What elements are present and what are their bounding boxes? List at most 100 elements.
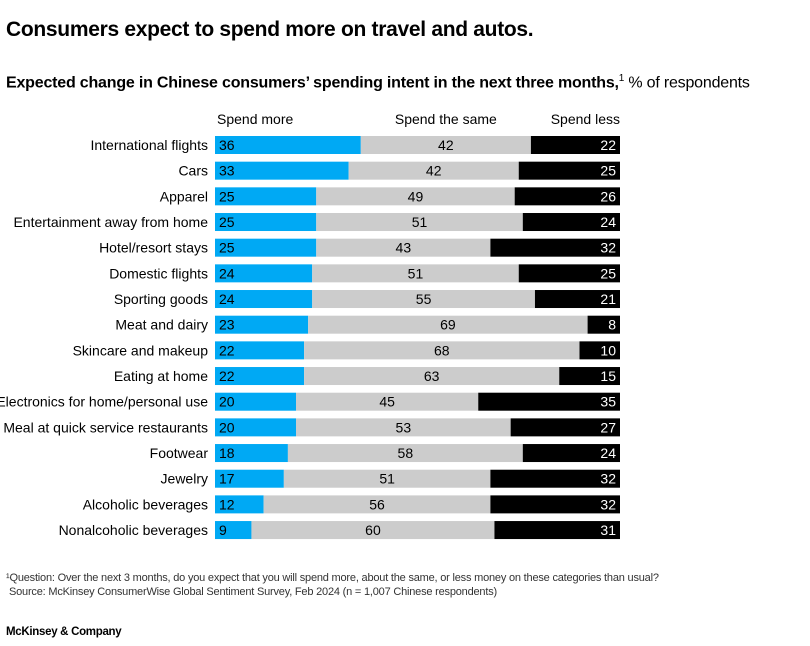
- data-label: 58: [398, 445, 414, 461]
- data-label: 10: [600, 342, 616, 358]
- bar-spend-less: [510, 418, 620, 437]
- data-label: 35: [600, 394, 616, 410]
- bar-spend-more: [215, 264, 313, 283]
- bar-spend-the-same: [312, 264, 519, 283]
- bar-spend-less: [478, 392, 620, 411]
- data-label: 24: [219, 265, 235, 281]
- data-label: 51: [408, 265, 424, 281]
- subtitle-main: Expected change in Chinese consumers’ sp…: [6, 74, 619, 92]
- data-label: 25: [219, 188, 235, 204]
- bar-spend-the-same: [287, 444, 523, 463]
- category-label: Meal at quick service restaurants: [3, 419, 208, 435]
- bar-spend-more: [215, 213, 317, 232]
- data-label: 60: [365, 522, 381, 538]
- category-label: Meat and dairy: [115, 317, 208, 333]
- data-label: 45: [379, 394, 395, 410]
- footnote-mark: 1: [618, 73, 625, 84]
- category-label: Nonalcoholic beverages: [59, 522, 208, 538]
- subtitle-unit: % of respondents: [624, 74, 750, 92]
- data-label: 22: [219, 368, 235, 384]
- bar-spend-more: [215, 521, 252, 540]
- bar-spend-the-same: [316, 238, 491, 257]
- data-label: 51: [412, 214, 428, 230]
- chart-title: Consumers expect to spend more on travel…: [6, 18, 534, 41]
- bar-spend-less: [534, 290, 620, 309]
- data-label: 22: [219, 342, 235, 358]
- data-label: 31: [600, 522, 616, 538]
- bar-spend-more: [215, 469, 284, 488]
- data-label: 24: [600, 445, 616, 461]
- bar-spend-less: [494, 521, 620, 540]
- category-label: Jewelry: [161, 471, 208, 487]
- bar-spend-more: [215, 290, 313, 309]
- data-label: 63: [424, 368, 440, 384]
- category-label: Footwear: [150, 445, 209, 461]
- legend-spend-less: Spend less: [551, 111, 620, 127]
- category-label: Eating at home: [114, 368, 208, 384]
- data-label: 32: [600, 240, 616, 256]
- bar-spend-the-same: [360, 136, 531, 154]
- legend-spend-the-same: Spend the same: [395, 111, 497, 127]
- bar-spend-more: [215, 315, 309, 334]
- data-label: 12: [219, 496, 235, 512]
- bar-spend-more: [215, 238, 317, 257]
- data-label: 36: [219, 137, 235, 153]
- bar-spend-more: [215, 392, 296, 411]
- data-label: 27: [600, 419, 616, 435]
- data-label: 9: [219, 522, 227, 538]
- legend-spend-more: Spend more: [217, 111, 293, 127]
- data-label: 17: [219, 471, 235, 487]
- bar-spend-the-same: [296, 392, 479, 411]
- data-label: 18: [219, 445, 235, 461]
- bar-spend-the-same: [308, 315, 588, 334]
- footnotes: ¹Question: Over the next 3 months, do yo…: [6, 571, 659, 599]
- bar-spend-less: [522, 213, 620, 232]
- bar-spend-more: [215, 136, 361, 154]
- bar-spend-less: [490, 469, 620, 488]
- data-label: 49: [408, 188, 424, 204]
- category-label: Entertainment away from home: [13, 214, 208, 230]
- data-label: 23: [219, 317, 235, 333]
- data-label: 55: [416, 291, 432, 307]
- data-label: 42: [438, 137, 454, 153]
- data-label: 56: [369, 496, 385, 512]
- data-label: 15: [600, 368, 616, 384]
- bar-spend-more: [215, 341, 305, 360]
- bar-spend-less: [579, 341, 620, 360]
- bar-spend-more: [215, 418, 296, 437]
- bar-spend-the-same: [251, 521, 495, 540]
- data-label: 42: [426, 163, 442, 179]
- bar-spend-more: [215, 161, 349, 180]
- category-label: Sporting goods: [114, 291, 208, 307]
- data-label: 25: [600, 163, 616, 179]
- bar-spend-more: [215, 367, 305, 386]
- category-label: Cars: [178, 163, 208, 179]
- category-label: Skincare and makeup: [73, 342, 209, 358]
- bar-spend-the-same: [304, 367, 560, 386]
- data-label: 22: [600, 137, 616, 153]
- category-label: International flights: [90, 137, 208, 153]
- category-label: Apparel: [160, 188, 208, 204]
- bar-spend-less: [518, 161, 620, 180]
- data-label: 24: [600, 214, 616, 230]
- data-label: 32: [600, 496, 616, 512]
- bar-spend-less: [530, 136, 620, 154]
- data-label: 51: [379, 471, 395, 487]
- bar-spend-less: [514, 187, 620, 206]
- data-label: 43: [396, 240, 412, 256]
- footnote-question: ¹Question: Over the next 3 months, do yo…: [6, 572, 659, 584]
- bar-spend-the-same: [348, 161, 519, 180]
- bar-spend-less: [587, 315, 620, 334]
- bar-spend-more: [215, 187, 317, 206]
- chart-subtitle: Expected change in Chinese consumers’ sp…: [6, 73, 750, 92]
- bar-spend-the-same: [263, 495, 491, 514]
- stacked-bar-chart: Spend more Spend the same Spend less Intern…: [0, 111, 620, 540]
- category-label: Alcoholic beverages: [83, 496, 208, 512]
- bar-spend-less: [490, 238, 620, 257]
- data-label: 20: [219, 419, 235, 435]
- bar-spend-the-same: [296, 418, 511, 437]
- data-label: 25: [219, 240, 235, 256]
- data-label: 24: [219, 291, 235, 307]
- bar-spend-less: [522, 444, 620, 463]
- data-label: 25: [600, 265, 616, 281]
